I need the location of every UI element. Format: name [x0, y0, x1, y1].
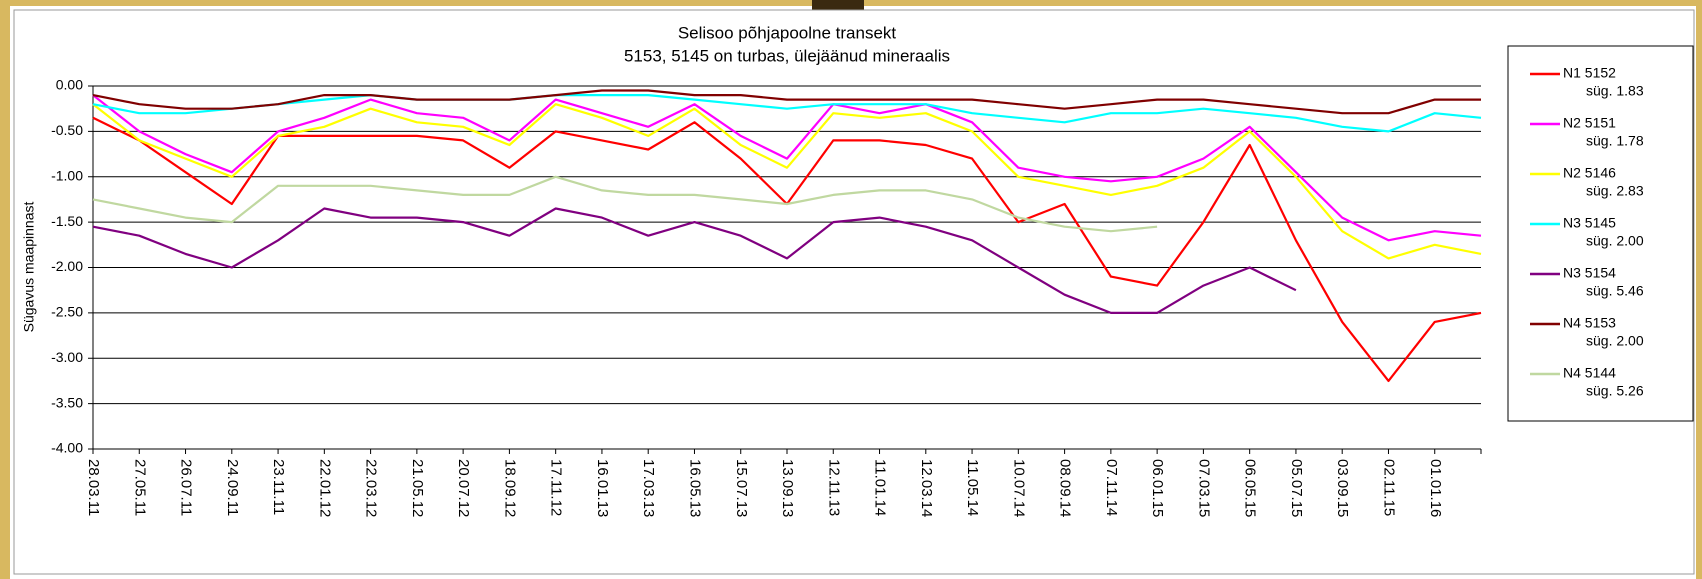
x-tick-label: 10.07.14 [1010, 459, 1027, 517]
chart-title: Selisoo põhjapoolne transekt [678, 23, 897, 42]
legend-label: N4 5153 [1563, 315, 1616, 331]
y-axis-label: Sügavus maapinnast [21, 202, 37, 333]
x-tick-label: 12.03.14 [918, 459, 935, 517]
chart-subtitle: 5153, 5145 on turbas, ülejäänud mineraal… [624, 46, 950, 65]
legend-depth: süg. 2.00 [1586, 233, 1644, 249]
y-tick-label: -2.50 [51, 304, 83, 320]
x-tick-label: 01.01.16 [1427, 459, 1444, 517]
legend-label: N2 5151 [1563, 115, 1616, 131]
x-tick-label: 24.09.11 [224, 459, 241, 516]
y-tick-label: -1.50 [51, 213, 83, 229]
frame-left [0, 0, 10, 579]
legend-depth: süg. 1.83 [1586, 83, 1644, 99]
frame-right [1696, 0, 1702, 579]
legend-box [1507, 45, 1694, 422]
y-tick-label: -0.50 [51, 122, 83, 138]
y-tick-label: -1.00 [51, 167, 83, 183]
legend-label: N4 5144 [1563, 365, 1616, 381]
legend-depth: süg. 1.78 [1586, 133, 1644, 149]
x-tick-label: 06.01.15 [1149, 459, 1166, 517]
y-tick-label: -3.00 [51, 349, 83, 365]
x-tick-label: 05.07.15 [1288, 459, 1305, 517]
x-tick-label: 12.11.13 [825, 459, 842, 516]
x-tick-label: 22.01.12 [316, 459, 333, 517]
legend-depth: süg. 5.26 [1586, 383, 1644, 399]
y-tick-label: 0.00 [56, 77, 83, 93]
series-line [92, 94, 1482, 242]
series-line [92, 89, 1481, 115]
x-tick-label: 21.05.12 [409, 459, 426, 517]
x-tick-label: 22.03.12 [363, 459, 380, 517]
legend-label: N3 5154 [1563, 265, 1616, 281]
legend-depth: süg. 2.00 [1586, 333, 1644, 349]
legend-depth: süg. 2.83 [1586, 183, 1644, 199]
x-tick-label: 06.05.15 [1242, 459, 1259, 517]
series-line [92, 175, 1158, 233]
x-tick-label: 23.11.11 [270, 459, 287, 515]
y-tick-label: -4.00 [51, 440, 83, 456]
frame-tab [812, 0, 864, 10]
x-tick-label: 17.11.12 [548, 459, 565, 516]
x-tick-label: 20.07.12 [455, 459, 472, 517]
legend-label: N2 5146 [1563, 165, 1616, 181]
x-tick-label: 16.05.13 [686, 459, 703, 517]
x-tick-label: 07.03.15 [1195, 459, 1212, 517]
x-tick-label: 15.07.13 [733, 459, 750, 517]
y-tick-label: -3.50 [51, 394, 83, 410]
x-tick-label: 02.11.15 [1380, 459, 1397, 516]
x-tick-label: 07.11.14 [1103, 459, 1120, 516]
x-tick-label: 03.09.15 [1334, 459, 1351, 517]
legend-label: N1 5152 [1563, 65, 1616, 81]
legend-depth: süg. 5.46 [1586, 283, 1644, 299]
x-tick-label: 08.09.14 [1057, 459, 1074, 517]
x-tick-label: 28.03.11 [85, 459, 102, 516]
x-tick-label: 26.07.11 [178, 459, 195, 516]
x-tick-label: 11.05.14 [964, 459, 981, 516]
x-tick-label: 16.01.13 [594, 459, 611, 517]
series-line [92, 93, 1482, 133]
x-tick-label: 13.09.13 [779, 459, 796, 517]
x-tick-label: 11.01.14 [872, 459, 889, 516]
legend-label: N3 5145 [1563, 215, 1616, 231]
series-line [92, 207, 1297, 314]
series-line [92, 103, 1482, 260]
y-tick-label: -2.00 [51, 258, 83, 274]
x-tick-label: 18.09.12 [501, 459, 518, 517]
x-tick-label: 27.05.11 [131, 459, 148, 516]
x-tick-label: 17.03.13 [640, 459, 657, 517]
